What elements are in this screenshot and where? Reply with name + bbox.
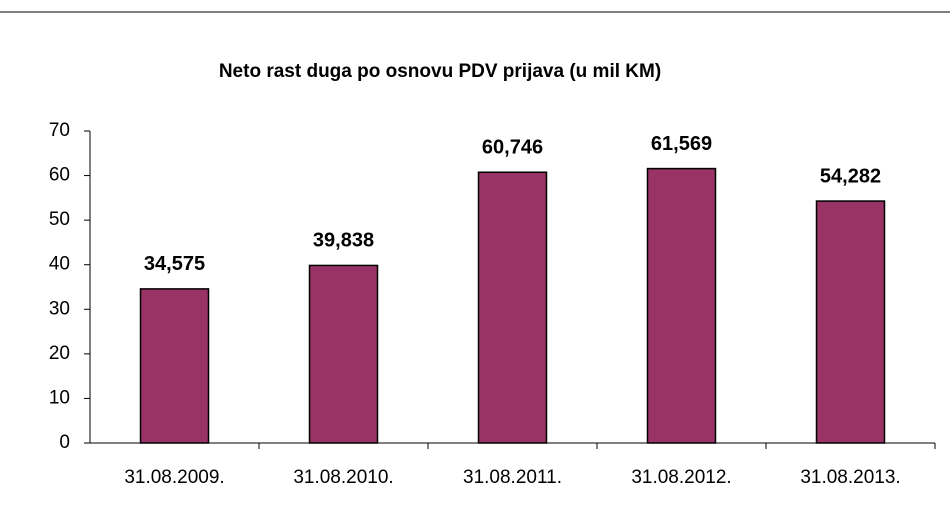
bar [308,264,379,444]
value-label: 34,575 [144,253,205,275]
y-tick-label: 10 [49,387,70,408]
x-tick-label: 31.08.2009. [124,467,224,488]
chart-title: Neto rast duga po osnovu PDV prijava (u … [219,61,661,82]
bar [646,167,717,444]
y-tick-label: 0 [59,432,70,453]
x-tick-label: 31.08.2013. [800,467,900,488]
value-label: 39,838 [313,230,374,252]
y-tick-label: 70 [49,120,70,141]
y-tick-label: 40 [49,254,70,275]
value-label: 61,569 [651,133,712,155]
value-label: 54,282 [820,165,881,187]
bar [477,171,548,444]
bar [815,200,886,444]
x-tick-label: 31.08.2011. [463,467,562,488]
x-tick-label: 31.08.2012. [631,467,731,488]
y-tick-label: 30 [49,298,70,319]
value-label: 60,746 [482,137,543,159]
y-tick-label: 20 [49,343,70,364]
x-tick-label: 31.08.2010. [293,467,393,488]
y-tick-label: 50 [49,209,70,230]
bar [139,288,210,444]
y-tick-label: 60 [49,165,70,186]
